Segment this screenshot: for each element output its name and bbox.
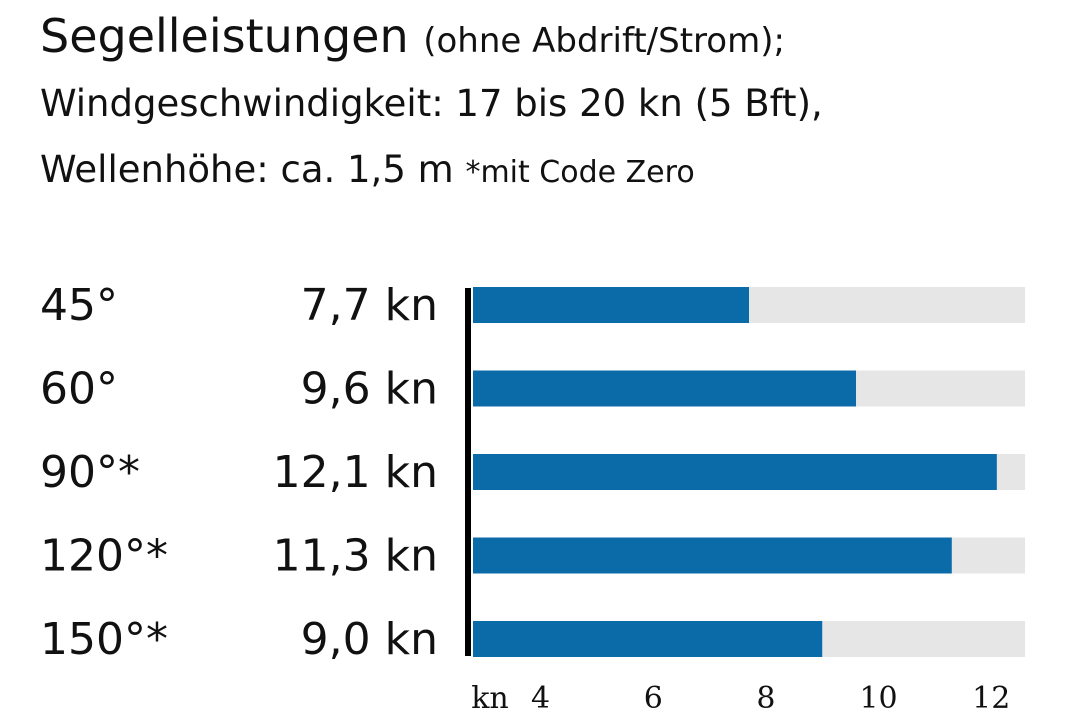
- bar: [473, 454, 997, 490]
- value-label: 9,6 kn: [301, 364, 438, 415]
- bar: [473, 537, 952, 574]
- chart-title-note: (ohne Abdrift/Strom);: [423, 21, 785, 61]
- value-label: 11,3 kn: [273, 531, 438, 582]
- code-zero-footnote: *mit Code Zero: [465, 155, 695, 190]
- value-label: 9,0 kn: [301, 614, 438, 665]
- x-tick-label: 12: [972, 681, 1010, 712]
- bar: [473, 621, 823, 657]
- bar-chart: 45° 7,7 kn 60° 9,6 kn 90°* 12,1 kn 120°* 11,3 k…: [40, 280, 1025, 712]
- bar: [473, 370, 857, 407]
- x-tick-label: 10: [859, 681, 897, 712]
- category-label: 60°: [40, 364, 118, 415]
- x-tick-label: 4: [531, 681, 550, 712]
- x-tick-label: 6: [644, 681, 663, 712]
- category-label: 120°*: [40, 531, 168, 582]
- category-label: 90°*: [40, 447, 140, 498]
- category-label: 45°: [40, 280, 118, 331]
- bar: [473, 287, 749, 323]
- category-label: 150°*: [40, 614, 168, 665]
- subtitle-wind: Windgeschwindigkeit: 17 bis 20 kn (5 Bft…: [40, 82, 823, 125]
- x-axis-unit-label: kn: [471, 681, 509, 712]
- chart-title: Segelleistungen: [40, 9, 409, 63]
- subtitle-waves-line: Wellenhöhe: ca. 1,5 m *mit Code Zero: [40, 137, 823, 206]
- value-label: 12,1 kn: [273, 447, 438, 498]
- x-tick-label: 8: [756, 681, 775, 712]
- subtitle-waves: Wellenhöhe: ca. 1,5 m: [40, 148, 454, 191]
- value-label: 7,7 kn: [301, 280, 438, 331]
- chart-header: Segelleistungen (ohne Abdrift/Strom); Wi…: [40, 6, 823, 206]
- title-line: Segelleistungen (ohne Abdrift/Strom);: [40, 6, 823, 71]
